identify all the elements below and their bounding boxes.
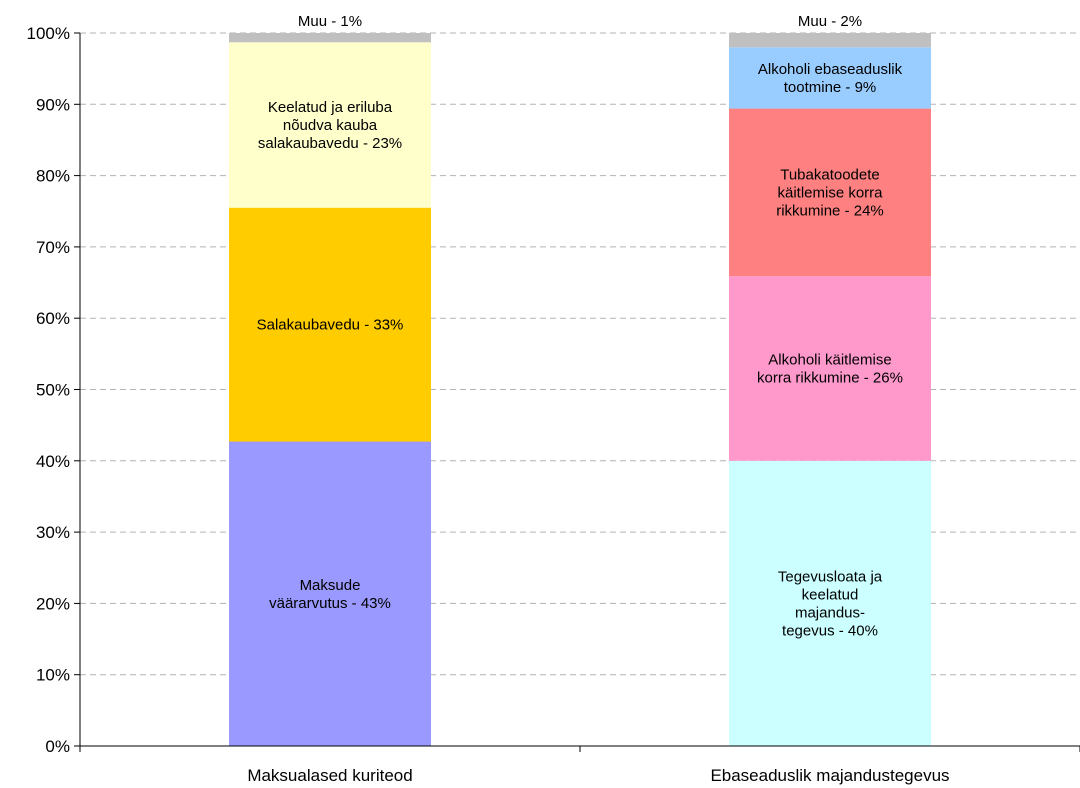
segment-data-label: Alkoholi ebaseaduslik tootmine - 9%: [758, 61, 903, 96]
y-tick-label: 20%: [36, 594, 70, 613]
x-category-label: Ebaseaduslik majandustegevus: [710, 766, 949, 785]
segment-data-label: Salakaubavedu - 33%: [257, 317, 404, 334]
y-tick-label: 80%: [36, 167, 70, 186]
x-category-label: Maksualased kuriteod: [247, 766, 412, 785]
segment-data-label: Muu - 1%: [298, 13, 362, 30]
segment-data-label: Keelatud ja eriluba nõudva kauba salakauba…: [258, 99, 402, 152]
bar-segment: [729, 47, 931, 109]
y-tick-label: 60%: [36, 309, 70, 328]
y-tick-label: 30%: [36, 523, 70, 542]
y-tick-label: 100%: [27, 24, 70, 43]
bar-segment: [729, 33, 931, 48]
bar-segment: [229, 33, 431, 43]
segment-data-label: Muu - 2%: [798, 13, 862, 30]
bars: [229, 33, 931, 746]
segment-data-label: Tubakatoodete käitlemise korra rikkumine -…: [776, 166, 884, 219]
bar-segment: [229, 441, 431, 746]
y-tick-label: 10%: [36, 666, 70, 685]
segment-data-label: Tegevusloata ja keelatud majandus-tegevus …: [778, 568, 883, 639]
bar-segment: [729, 108, 931, 277]
y-tick-label: 0%: [45, 737, 70, 756]
axes: 0% 10% 20% 30% 40% 50% 60% 70% 80% 90% 100%: [27, 24, 1080, 756]
bar-segment: [729, 460, 931, 746]
y-tick-label: 50%: [36, 381, 70, 400]
y-tick-label: 70%: [36, 238, 70, 257]
segment-data-label: Alkoholi käitlemise korra rikkumine - 26%: [757, 351, 903, 386]
bar-segment: [729, 276, 931, 461]
y-tick-label: 90%: [36, 95, 70, 114]
segment-data-label: Maksude väärarvutus - 43%: [269, 577, 391, 612]
bar-segment: [229, 42, 431, 208]
labels: Maksude väärarvutus - 43% Salakaubavedu - …: [247, 13, 949, 785]
y-tick-label: 40%: [36, 452, 70, 471]
bar-segment: [229, 207, 431, 442]
